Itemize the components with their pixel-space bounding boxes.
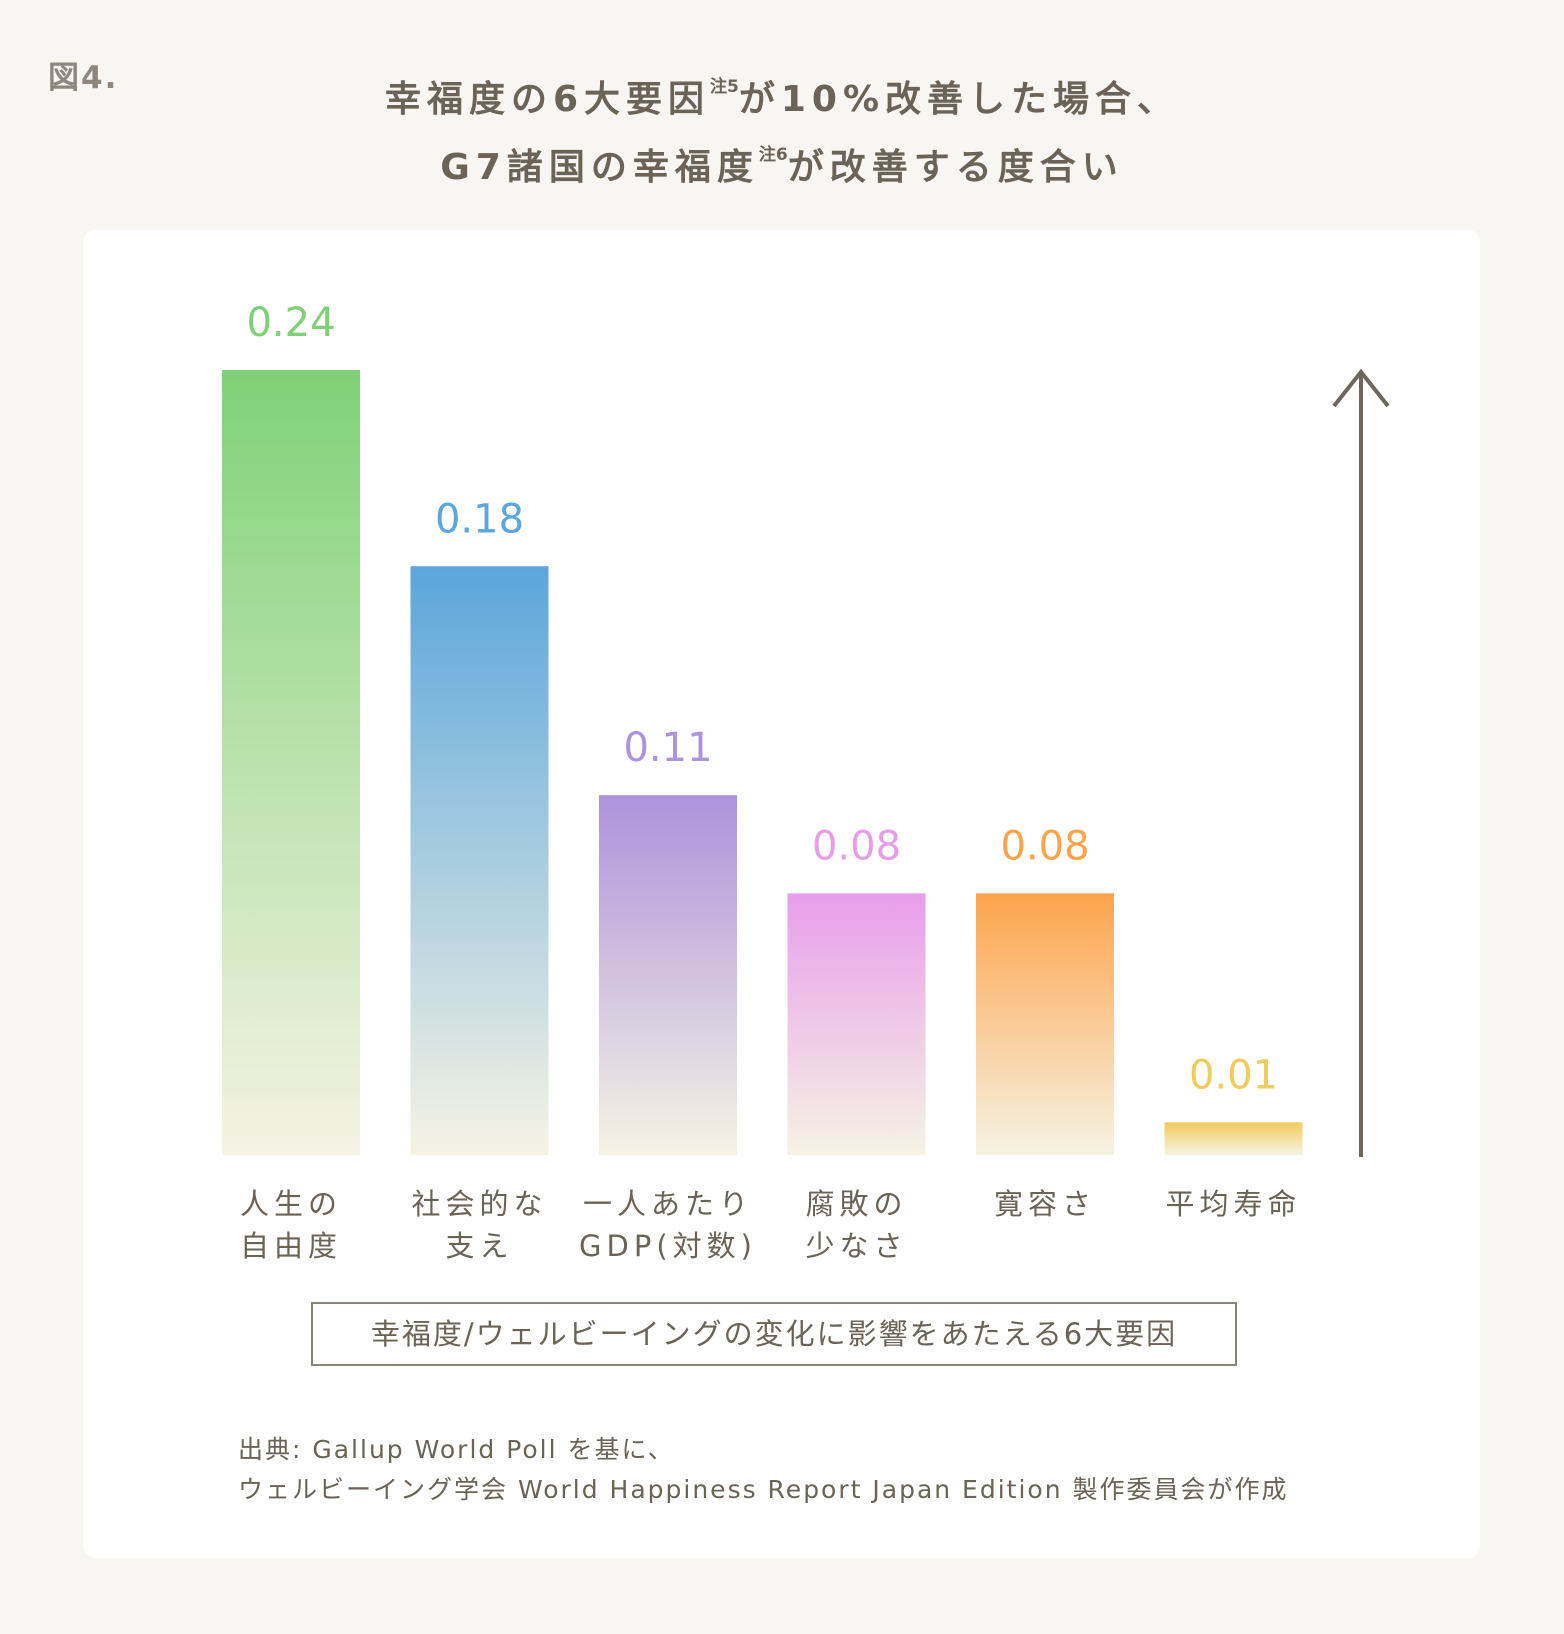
value-label-5: 0.08	[1000, 823, 1089, 869]
category-label-5: 寛容さ	[945, 1183, 1145, 1225]
source-note: 出典: Gallup World Poll を基に、 ウェルビーイング学会 Wo…	[238, 1430, 1289, 1510]
value-label-4: 0.08	[812, 823, 901, 869]
value-label-2: 0.18	[435, 496, 524, 542]
figure-label: 図4.	[48, 60, 119, 96]
category-label-1-line-1: 人生の	[239, 1187, 342, 1221]
title-line-2-main: G7諸国の幸福度	[440, 147, 759, 188]
category-label-3: 一人あたり GDP(対数)	[568, 1183, 768, 1267]
title-note-6: 注6	[758, 145, 788, 165]
category-label-6-line-1: 平均寿命	[1165, 1187, 1302, 1221]
category-label-4-line-2: 少なさ	[805, 1229, 908, 1263]
bar-5	[976, 893, 1114, 1155]
category-label-3-line-2: GDP(対数)	[579, 1229, 757, 1263]
category-label-3-line-1: 一人あたり	[582, 1187, 753, 1221]
bar-4	[787, 893, 926, 1155]
category-label-2-line-1: 社会的な	[411, 1187, 548, 1221]
title-line-2-rest: が改善する度合い	[787, 147, 1124, 188]
bar-2	[410, 566, 549, 1155]
title-line-1-rest: が10%改善した場合、	[738, 79, 1180, 120]
title-note-5: 注5	[710, 77, 739, 97]
chart-title-line-1: 幸福度の6大要因注5が10%改善した場合、	[0, 70, 1564, 122]
bar-3	[599, 795, 737, 1155]
up-arrow-icon	[1332, 368, 1390, 408]
category-label-4: 腐敗の 少なさ	[757, 1183, 957, 1267]
category-label-1-line-2: 自由度	[239, 1229, 342, 1263]
category-label-4-line-1: 腐敗の	[805, 1187, 908, 1221]
title-line-1-main: 幸福度の6大要因	[384, 79, 711, 120]
source-line-2: ウェルビーイング学会 World Happiness Report Japan …	[238, 1475, 1289, 1504]
bar-6	[1164, 1122, 1303, 1155]
source-line-1: 出典: Gallup World Poll を基に、	[238, 1435, 675, 1464]
category-label-1: 人生の 自由度	[191, 1183, 391, 1267]
category-label-2: 社会的な 支え	[380, 1183, 580, 1267]
category-label-6: 平均寿命	[1134, 1183, 1334, 1225]
x-axis-label-box: 幸福度/ウェルビーイングの変化に影響をあたえる6大要因	[311, 1302, 1237, 1366]
value-label-1: 0.24	[246, 300, 335, 346]
category-label-2-line-2: 支え	[445, 1229, 514, 1263]
value-label-6: 0.01	[1189, 1052, 1278, 1098]
category-label-5-line-1: 寛容さ	[993, 1187, 1096, 1221]
chart-title-line-2: G7諸国の幸福度注6が改善する度合い	[0, 138, 1564, 190]
bar-1	[222, 370, 360, 1155]
value-label-3: 0.11	[623, 725, 712, 771]
